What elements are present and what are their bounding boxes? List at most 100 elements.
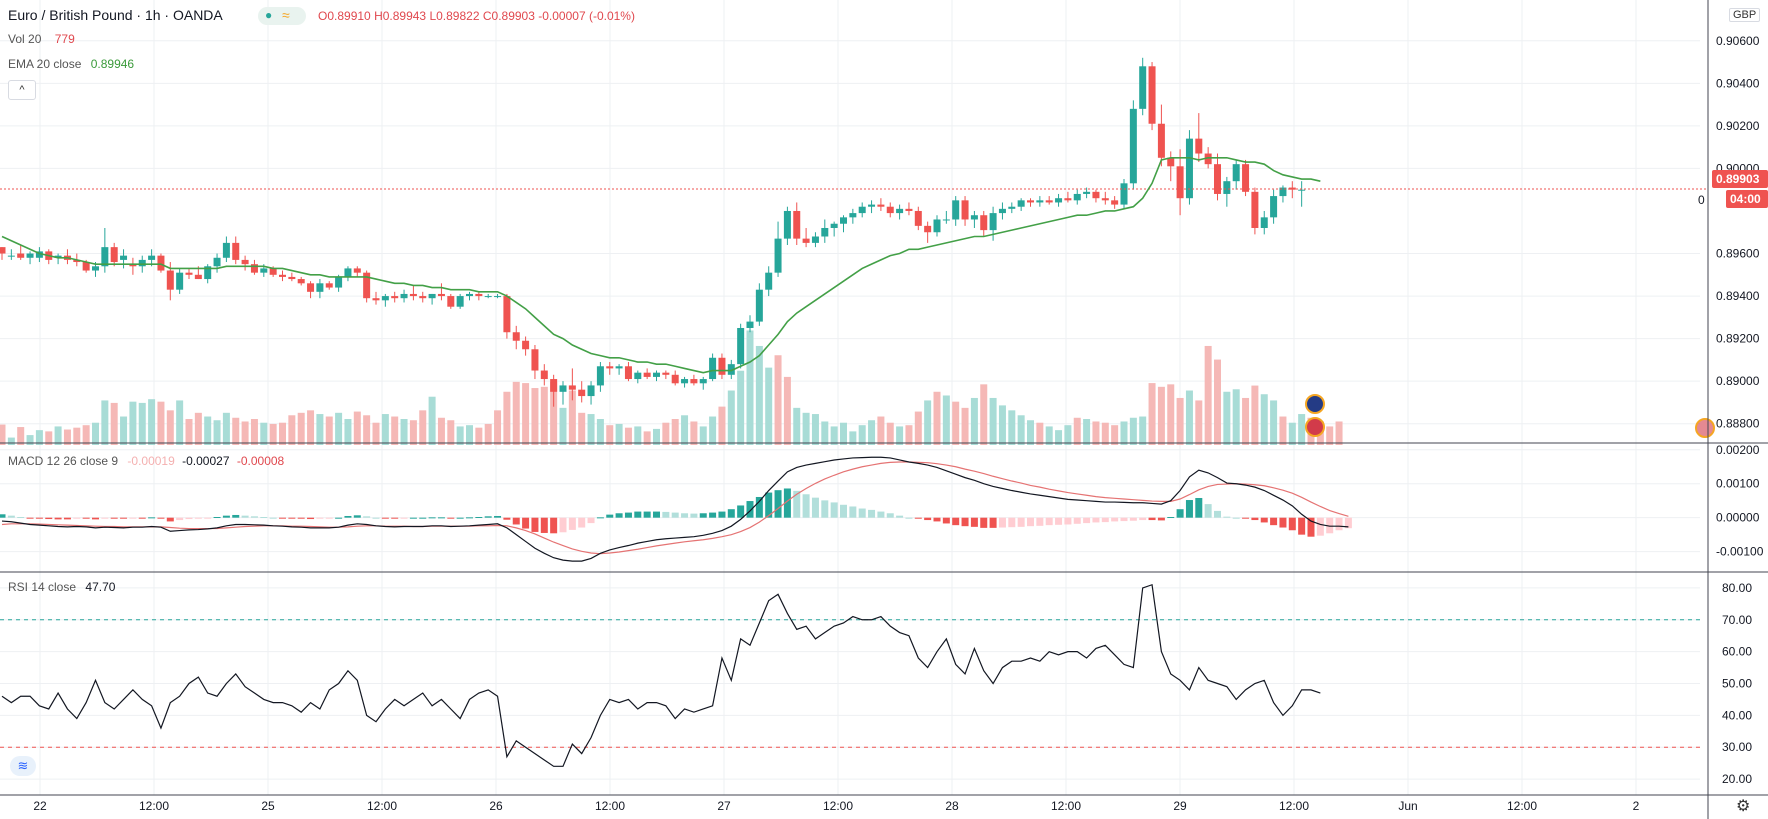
macd-histogram-bar xyxy=(989,517,997,528)
macd-histogram-bar xyxy=(765,492,773,518)
ema-legend[interactable]: EMA 20 close 0.89946 xyxy=(8,57,134,71)
price-tick-label: 0.90200 xyxy=(1716,119,1760,133)
volume-bar xyxy=(428,396,436,445)
volume-bar xyxy=(746,330,754,445)
volume-bar xyxy=(260,422,268,445)
volume-bar xyxy=(765,367,773,445)
candle-body xyxy=(372,298,380,301)
volume-bar xyxy=(653,428,660,445)
candle-body xyxy=(662,372,670,375)
candle-body xyxy=(559,385,567,392)
macd-histogram-bar xyxy=(709,512,717,518)
macd-histogram-bar xyxy=(1232,517,1240,519)
candle-body xyxy=(1101,198,1109,201)
candle-body xyxy=(1251,191,1259,228)
volume-bar xyxy=(372,422,380,445)
volume-bar xyxy=(1204,345,1212,445)
macd-histogram-bar xyxy=(297,517,305,519)
rsi-value: 47.70 xyxy=(85,580,116,594)
volume-bar xyxy=(634,426,642,445)
volume-bar xyxy=(578,412,586,445)
volume-bar xyxy=(1260,394,1268,445)
macd-histogram-bar xyxy=(7,515,15,518)
volume-bar xyxy=(896,426,904,445)
macd-histogram-bar xyxy=(868,509,876,518)
volume-bar xyxy=(456,426,464,445)
macd-histogram-bar xyxy=(886,513,894,518)
macd-histogram-bar xyxy=(35,517,43,519)
macd-histogram-bar xyxy=(1214,510,1221,518)
macd-histogram-bar xyxy=(1027,517,1034,527)
volume-bar xyxy=(1157,386,1165,445)
volume-bar xyxy=(232,417,240,445)
candle-body xyxy=(1260,217,1268,228)
candle-body xyxy=(1064,198,1072,201)
candle-body xyxy=(54,255,62,258)
candle-body xyxy=(858,206,866,214)
candle-body xyxy=(550,379,558,392)
tradingview-logo-icon[interactable]: ≋ xyxy=(10,756,36,776)
low-value: L0.89822 xyxy=(429,9,480,23)
macd-histogram-bar xyxy=(1017,517,1025,527)
volume-bar xyxy=(868,420,876,445)
candle-body xyxy=(1214,164,1221,194)
volume-bar xyxy=(905,425,913,445)
countdown-tag: 04:00 xyxy=(1726,190,1768,208)
candle-body xyxy=(905,208,913,211)
ema-line xyxy=(1,156,1321,374)
candle-body xyxy=(961,200,969,220)
macd-histogram-bar xyxy=(484,516,492,518)
macd-histogram-bar xyxy=(129,517,137,519)
candle-body xyxy=(73,259,81,263)
volume-bar xyxy=(1120,421,1128,445)
volume-bar xyxy=(970,397,978,445)
candle-body xyxy=(1279,187,1287,197)
candle-body xyxy=(222,242,230,258)
volume-legend[interactable]: Vol 20 779 xyxy=(8,32,75,46)
volume-bar xyxy=(250,419,258,445)
macd-histogram-bar xyxy=(1344,517,1352,529)
volume-bar xyxy=(1335,421,1343,445)
volume-bar xyxy=(587,414,595,445)
symbol-title[interactable]: Euro / British Pound · 1h · OANDA xyxy=(8,7,223,23)
currency-label[interactable]: GBP xyxy=(1729,8,1761,22)
gear-icon[interactable]: ⚙ xyxy=(1736,798,1751,815)
macd-histogram-bar xyxy=(92,517,99,520)
candle-body xyxy=(307,283,315,292)
candle-body xyxy=(1157,123,1165,158)
volume-bar xyxy=(101,400,109,445)
macd-histogram-bar xyxy=(250,516,258,518)
volume-bar xyxy=(288,415,296,445)
grid-lines xyxy=(0,0,1700,795)
market-status-pill[interactable]: ● ≈ xyxy=(258,7,306,25)
macd-histogram-bar xyxy=(353,515,361,518)
macd-histogram-bar xyxy=(17,517,25,519)
volume-bar xyxy=(400,419,408,445)
volume-bar xyxy=(484,423,492,445)
candle-body xyxy=(821,227,829,237)
volume-bar xyxy=(1223,391,1231,445)
volume-bar xyxy=(886,422,894,445)
macd-histogram-bar xyxy=(363,516,371,518)
macd-histogram-bar xyxy=(746,501,754,518)
volume-bar xyxy=(63,429,71,445)
macd-histogram-bar xyxy=(1083,517,1091,524)
macd-histogram-bar xyxy=(1176,509,1184,518)
time-tick-label: 28 xyxy=(945,799,959,813)
candle-body xyxy=(1139,66,1147,109)
volume-bar xyxy=(1008,410,1016,445)
candle-body xyxy=(868,204,876,207)
candle-body xyxy=(1111,200,1119,205)
macd-histogram-bar xyxy=(578,517,586,528)
macd-histogram-bar xyxy=(0,514,6,518)
candle-body xyxy=(92,266,99,271)
macd-legend[interactable]: MACD 12 26 close 9 -0.00019 -0.00027 -0.… xyxy=(8,454,284,468)
rsi-legend[interactable]: RSI 14 close 47.70 xyxy=(8,580,115,594)
collapse-legend-button[interactable]: ^ xyxy=(8,80,36,100)
volume-bar xyxy=(82,425,90,445)
macd-histogram-bar xyxy=(335,517,343,519)
candle-body xyxy=(643,372,651,377)
rsi-tick-label: 80.00 xyxy=(1722,581,1752,595)
volume-bar xyxy=(344,419,352,445)
